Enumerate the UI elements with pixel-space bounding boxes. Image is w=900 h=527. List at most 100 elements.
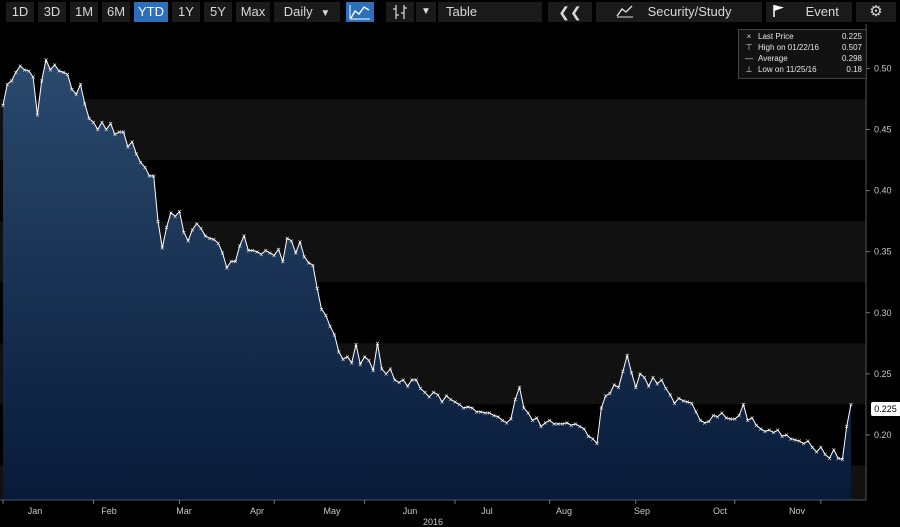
data-point: × [698,417,703,424]
data-point: × [508,416,513,423]
data-point: × [31,74,36,81]
data-point: × [758,426,763,433]
data-point: × [336,349,341,356]
data-point: × [375,340,380,347]
data-point: × [143,165,148,172]
y-tick-label: 0.50 [874,63,892,73]
data-point: × [207,235,212,242]
data-point: × [233,259,238,266]
data-point: × [599,405,604,412]
data-point: × [310,262,315,269]
range-button-1y[interactable]: 1Y [172,2,200,22]
data-point: × [603,393,608,400]
line-chart-icon[interactable] [346,2,374,22]
data-point: × [801,441,806,448]
data-point: × [827,455,832,462]
data-point: × [487,410,492,417]
y-tick-label: 0.45 [874,125,892,135]
data-point: × [87,116,92,123]
data-point: × [556,421,561,428]
data-point: × [99,119,104,126]
data-point: × [767,427,772,434]
data-point: × [706,419,711,426]
data-point: × [349,360,354,367]
security-study-button[interactable]: Security/Study [596,2,762,22]
data-point: × [737,413,742,420]
data-point: × [586,433,591,440]
range-button-6m[interactable]: 6M [102,2,130,22]
data-point: × [650,375,655,382]
table-button[interactable]: Table [438,2,542,22]
x-tick-label: Nov [789,506,806,516]
range-button-3d[interactable]: 3D [38,2,66,22]
data-point: × [569,422,574,429]
data-point: × [0,102,5,109]
x-tick-label: May [323,506,341,516]
data-point: × [259,251,264,258]
data-point: × [9,78,14,85]
data-point: × [397,380,402,387]
data-point: × [805,438,810,445]
data-point: × [405,383,410,390]
data-point: × [431,389,436,396]
data-point: × [358,361,363,368]
data-point: × [39,78,44,85]
data-point: × [319,306,324,313]
frequency-dropdown[interactable]: Daily ▼ [274,2,340,22]
range-button-ytd[interactable]: YTD [134,2,168,22]
range-button-1d[interactable]: 1D [6,2,34,22]
chart-type-dropdown[interactable]: ▼ [416,2,436,22]
x-axis-year: 2016 [423,517,443,527]
data-point: × [78,82,83,89]
double-chevron-left-icon: ❮❮ [558,4,582,20]
data-point: × [18,63,23,70]
data-point: × [435,392,440,399]
data-point: × [836,455,841,462]
data-point: × [715,414,720,421]
data-point: × [250,248,255,255]
data-point: × [810,444,815,451]
y-tick-label: 0.35 [874,247,892,257]
data-point: × [646,383,651,390]
data-point: × [229,259,234,266]
data-point: × [513,397,518,404]
data-point: × [539,424,544,431]
data-point: × [285,235,290,242]
x-tick-label: Apr [250,506,264,516]
data-point: × [745,417,750,424]
data-point: × [465,404,470,411]
data-point: × [771,430,776,437]
data-point: × [5,82,10,89]
event-button[interactable]: Event [766,2,852,22]
data-point: × [491,413,496,420]
data-point: × [551,421,556,428]
data-point: × [702,420,707,427]
settings-button[interactable]: ⚙ [856,2,896,22]
range-button-5y[interactable]: 5Y [204,2,232,22]
data-point: × [293,250,298,257]
grid-band [0,24,866,99]
data-point: × [328,323,333,330]
data-point: × [848,402,853,409]
x-tick-label: Jan [28,506,43,516]
data-point: × [517,384,522,391]
chart-toolbar: 1D 3D 1M 6M YTD 1Y 5Y Max Daily ▼ ▼ Table ❮❮ [0,0,900,24]
data-point: × [272,253,277,260]
data-point: × [61,69,66,76]
price-points: ×××××× ×××××××× × ×××××××××××× × ××××××× ×××××… [0,57,853,463]
data-point: × [500,417,505,424]
data-point: × [564,420,569,427]
candlestick-icon[interactable] [386,2,414,22]
low-marker-icon: ⊥ [745,65,753,74]
data-point: × [26,68,31,75]
range-button-max[interactable]: Max [236,2,270,22]
data-point: × [104,127,109,134]
data-point: × [775,427,780,434]
collapse-button[interactable]: ❮❮ [548,2,592,22]
data-point: × [616,384,621,391]
data-point: × [125,144,130,151]
data-point: × [474,409,479,416]
data-point: × [655,381,660,388]
range-button-1m[interactable]: 1M [70,2,98,22]
average-marker-icon: — [745,54,753,63]
